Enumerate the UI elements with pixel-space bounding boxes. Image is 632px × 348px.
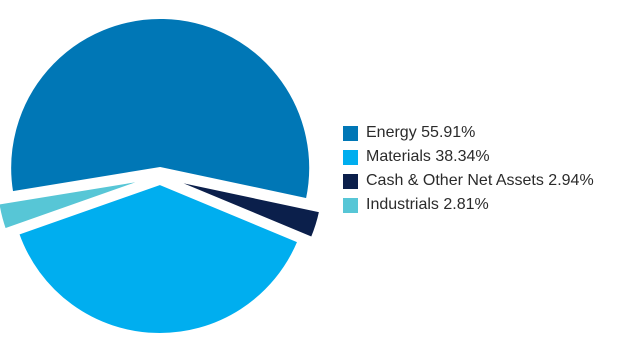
legend-label-industrials: Industrials 2.81% xyxy=(366,196,489,213)
legend: Energy 55.91% Materials 38.34% Cash & Ot… xyxy=(343,124,594,220)
legend-item-materials: Materials 38.34% xyxy=(343,148,594,166)
legend-item-energy: Energy 55.91% xyxy=(343,124,594,142)
legend-swatch-energy xyxy=(343,125,358,141)
legend-label-energy: Energy 55.91% xyxy=(366,124,476,141)
legend-item-cash: Cash & Other Net Assets 2.94% xyxy=(343,172,594,190)
legend-item-industrials: Industrials 2.81% xyxy=(343,196,594,214)
legend-swatch-industrials xyxy=(343,197,358,213)
legend-swatch-materials xyxy=(343,149,358,165)
pie-slice-industrials xyxy=(0,178,147,231)
legend-label-cash: Cash & Other Net Assets 2.94% xyxy=(366,172,594,189)
pie-slice-materials xyxy=(17,182,300,335)
pie-slice-cash-other-net-assets xyxy=(172,179,322,240)
legend-swatch-cash xyxy=(343,173,358,189)
legend-label-materials: Materials 38.34% xyxy=(366,148,490,165)
pie-slice-energy xyxy=(9,17,312,201)
